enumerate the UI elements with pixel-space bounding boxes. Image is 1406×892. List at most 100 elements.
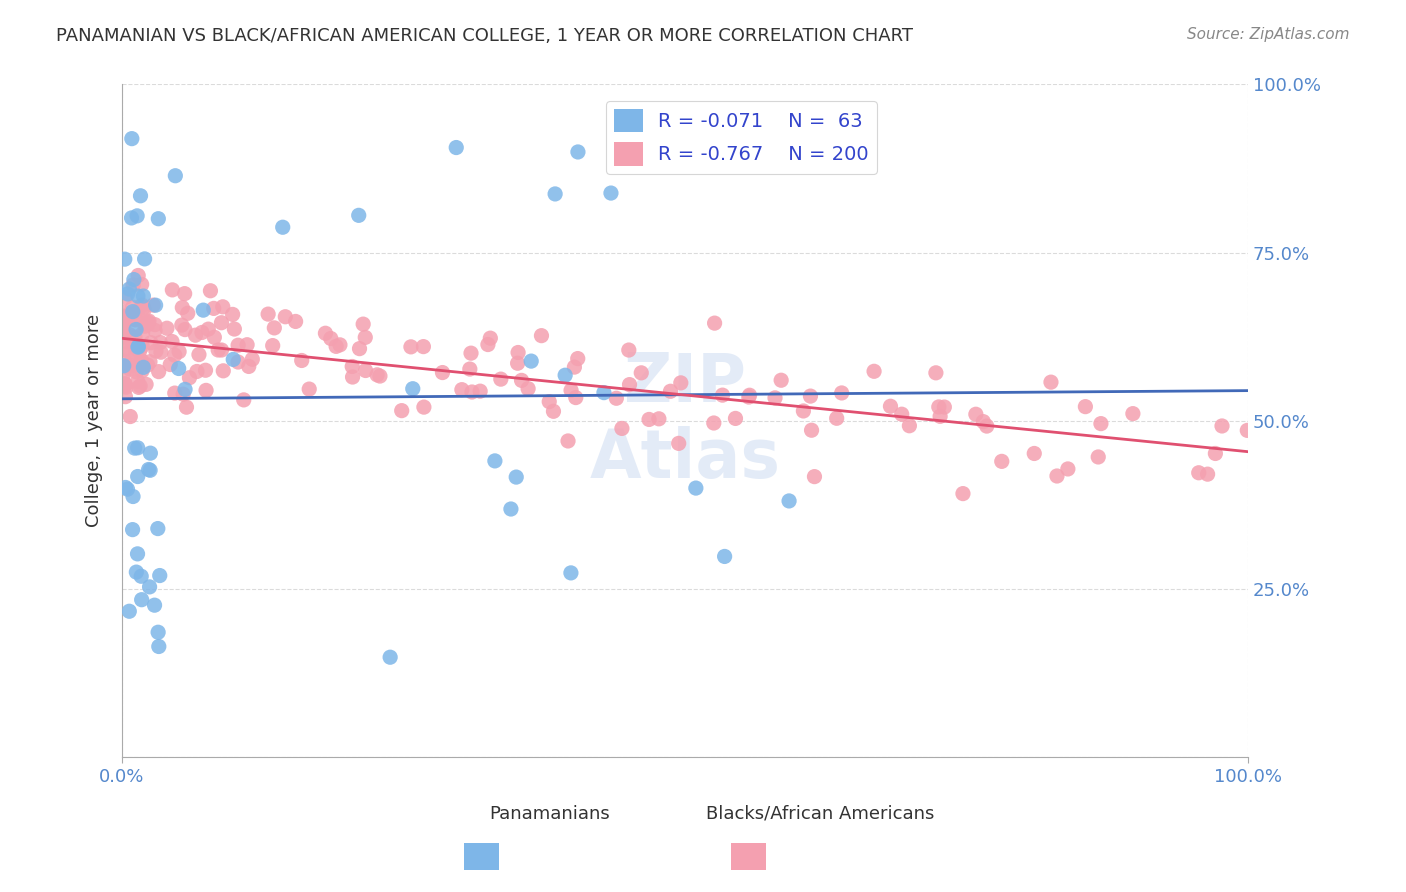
Point	[1087, 450, 1109, 464]
Point	[131, 592, 153, 607]
Point	[505, 470, 527, 484]
Point	[354, 330, 377, 344]
Point	[136, 315, 159, 329]
Point	[112, 305, 135, 319]
Point	[1024, 446, 1046, 460]
Point	[460, 346, 482, 360]
Point	[412, 340, 434, 354]
Point	[117, 287, 139, 301]
Legend: R = -0.071    N =  63, R = -0.767    N = 200: R = -0.071 N = 63, R = -0.767 N = 200	[606, 101, 877, 174]
Point	[461, 384, 484, 399]
Point	[148, 211, 170, 226]
Point	[319, 331, 342, 345]
Text: PANAMANIAN VS BLACK/AFRICAN AMERICAN COLLEGE, 1 YEAR OR MORE CORRELATION CHART: PANAMANIAN VS BLACK/AFRICAN AMERICAN COL…	[56, 27, 914, 45]
Point	[139, 463, 162, 477]
Point	[173, 286, 195, 301]
Point	[118, 604, 141, 618]
Point	[134, 252, 156, 266]
Point	[506, 345, 529, 359]
Point	[117, 482, 139, 496]
Point	[132, 360, 155, 375]
Point	[114, 310, 136, 324]
Point	[329, 338, 352, 352]
Point	[127, 441, 149, 455]
Point	[115, 334, 138, 349]
Point	[619, 377, 641, 392]
Point	[1197, 467, 1219, 482]
Point	[121, 131, 143, 145]
Point	[222, 352, 245, 367]
Point	[703, 316, 725, 330]
Point	[127, 268, 149, 283]
Point	[128, 341, 150, 355]
Point	[167, 361, 190, 376]
Point	[114, 252, 136, 267]
Point	[136, 358, 159, 372]
Point	[236, 337, 259, 351]
Point	[863, 364, 886, 378]
Point	[170, 318, 193, 332]
Point	[314, 326, 336, 341]
Point	[148, 640, 170, 654]
Point	[115, 380, 138, 394]
Point	[114, 390, 136, 404]
Point	[990, 454, 1012, 468]
Point	[200, 284, 222, 298]
Point	[143, 324, 166, 338]
Point	[342, 370, 364, 384]
Point	[131, 353, 153, 368]
Point	[127, 340, 149, 354]
Point	[124, 340, 146, 354]
Point	[114, 379, 136, 393]
Point	[156, 321, 179, 335]
Point	[191, 326, 214, 340]
Point	[567, 145, 589, 159]
Point	[142, 298, 165, 312]
Point	[177, 306, 200, 320]
Point	[543, 404, 565, 418]
Point	[132, 301, 155, 315]
Point	[738, 390, 761, 404]
Point	[538, 394, 561, 409]
Point	[112, 343, 135, 357]
Point	[378, 650, 401, 665]
Point	[560, 566, 582, 580]
Point	[120, 409, 142, 424]
Point	[1188, 466, 1211, 480]
Point	[567, 351, 589, 366]
Point	[499, 502, 522, 516]
Point	[544, 186, 567, 201]
Point	[125, 322, 148, 336]
Point	[145, 344, 167, 359]
Point	[187, 348, 209, 362]
Point	[898, 418, 921, 433]
Point	[121, 304, 143, 318]
Point	[271, 220, 294, 235]
Point	[124, 441, 146, 455]
Point	[129, 379, 152, 393]
Point	[325, 339, 347, 353]
Point	[124, 330, 146, 344]
Point	[114, 290, 136, 304]
Point	[799, 389, 821, 403]
Point	[179, 370, 201, 384]
Point	[197, 322, 219, 336]
Point	[146, 625, 169, 640]
Point	[131, 339, 153, 353]
Point	[125, 565, 148, 579]
Point	[118, 345, 141, 359]
Point	[489, 372, 512, 386]
Point	[165, 169, 187, 183]
Point	[174, 322, 197, 336]
Point	[530, 328, 553, 343]
Point	[139, 354, 162, 368]
Point	[1122, 407, 1144, 421]
Point	[128, 344, 150, 359]
Point	[352, 317, 374, 331]
Point	[134, 302, 156, 317]
Y-axis label: College, 1 year or more: College, 1 year or more	[86, 314, 103, 527]
Point	[159, 358, 181, 372]
Point	[724, 411, 747, 425]
Point	[195, 384, 218, 398]
Point	[138, 462, 160, 476]
